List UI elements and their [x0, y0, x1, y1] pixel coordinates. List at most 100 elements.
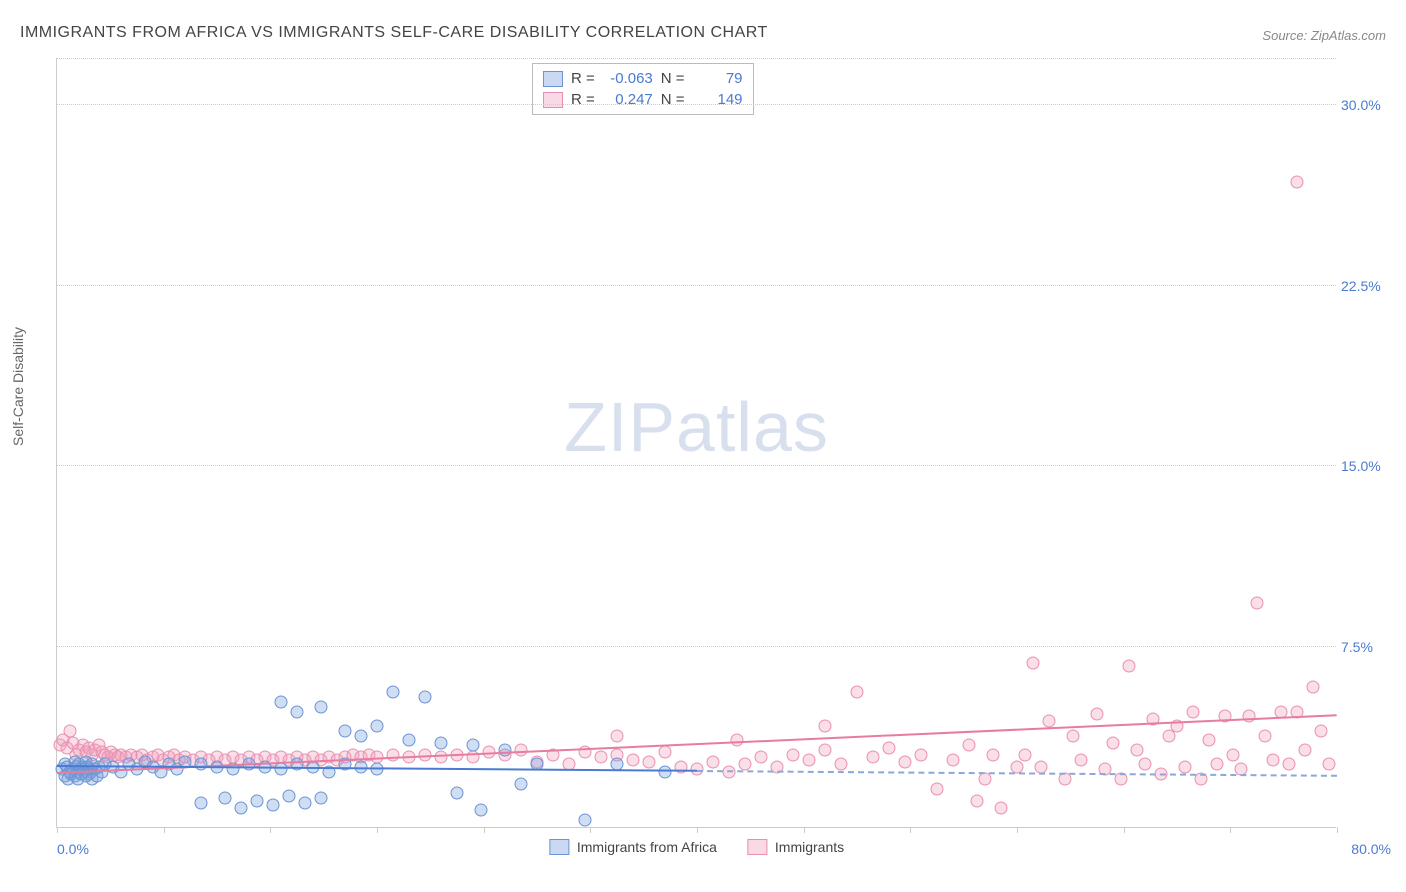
scatter-point [283, 789, 296, 802]
x-tick [270, 827, 271, 833]
gridline [57, 58, 1336, 59]
y-axis-label: Self-Care Disability [10, 327, 26, 446]
stats-row-series1: R = -0.063 N = 79 [543, 68, 743, 89]
scatter-point [1307, 681, 1320, 694]
x-tick [57, 827, 58, 833]
scatter-point [1315, 724, 1328, 737]
source-label: Source: [1262, 28, 1307, 43]
scatter-point [1027, 657, 1040, 670]
scatter-point [979, 772, 992, 785]
scatter-point [1251, 597, 1264, 610]
scatter-point [403, 734, 416, 747]
legend-label: Immigrants from Africa [577, 839, 717, 855]
scatter-point [931, 782, 944, 795]
scatter-point [899, 756, 912, 769]
scatter-point [1259, 729, 1272, 742]
scatter-point [995, 801, 1008, 814]
stat-r-value: 0.247 [603, 91, 653, 108]
scatter-point [291, 758, 304, 771]
scatter-point [1291, 176, 1304, 189]
x-axis-max-label: 80.0% [1351, 841, 1391, 857]
x-axis-min-label: 0.0% [57, 841, 89, 857]
scatter-point [1299, 744, 1312, 757]
gridline [57, 104, 1336, 105]
scatter-point [435, 751, 448, 764]
scatter-point [275, 763, 288, 776]
stat-n-value: 149 [693, 91, 743, 108]
x-tick [804, 827, 805, 833]
legend-item-series2: Immigrants [747, 839, 844, 855]
scatter-point [1019, 748, 1032, 761]
scatter-point [963, 739, 976, 752]
stat-n-label: N = [661, 70, 685, 87]
x-tick [910, 827, 911, 833]
gridline [57, 646, 1336, 647]
scatter-point [1243, 710, 1256, 723]
swatch-pink-icon [747, 839, 767, 855]
scatter-point [1179, 760, 1192, 773]
source-name: ZipAtlas.com [1311, 28, 1386, 43]
scatter-point [275, 695, 288, 708]
scatter-point [419, 691, 432, 704]
scatter-point [451, 787, 464, 800]
y-tick-label: 30.0% [1341, 97, 1396, 113]
gridline [57, 465, 1336, 466]
gridline [57, 285, 1336, 286]
scatter-point [835, 758, 848, 771]
scatter-point [1283, 758, 1296, 771]
scatter-point [611, 729, 624, 742]
x-tick [1337, 827, 1338, 833]
scatter-point [579, 813, 592, 826]
scatter-point [867, 751, 880, 764]
scatter-point [947, 753, 960, 766]
x-tick [1124, 827, 1125, 833]
scatter-point [971, 794, 984, 807]
swatch-blue-icon [549, 839, 569, 855]
bottom-legend: Immigrants from Africa Immigrants [549, 839, 844, 855]
stat-n-label: N = [661, 91, 685, 108]
scatter-point [299, 796, 312, 809]
scatter-point [339, 724, 352, 737]
scatter-point [1187, 705, 1200, 718]
scatter-point [355, 729, 368, 742]
scatter-point [883, 741, 896, 754]
scatter-point [1139, 758, 1152, 771]
stat-r-label: R = [571, 70, 595, 87]
scatter-point [819, 719, 832, 732]
scatter-point [659, 765, 672, 778]
scatter-point [1075, 753, 1088, 766]
stat-r-value: -0.063 [603, 70, 653, 87]
x-tick [1017, 827, 1018, 833]
legend-label: Immigrants [775, 839, 844, 855]
scatter-point [627, 753, 640, 766]
scatter-point [435, 736, 448, 749]
watermark-light: atlas [676, 388, 829, 466]
scatter-point [755, 751, 768, 764]
scatter-point [1131, 744, 1144, 757]
scatter-point [467, 739, 480, 752]
x-tick [377, 827, 378, 833]
stat-r-label: R = [571, 91, 595, 108]
legend-item-series1: Immigrants from Africa [549, 839, 717, 855]
scatter-point [251, 794, 264, 807]
x-tick [484, 827, 485, 833]
scatter-point [1067, 729, 1080, 742]
x-tick [697, 827, 698, 833]
scatter-point [595, 751, 608, 764]
scatter-point [63, 724, 76, 737]
scatter-point [659, 746, 672, 759]
scatter-point [475, 804, 488, 817]
scatter-point [1035, 760, 1048, 773]
stats-legend-box: R = -0.063 N = 79 R = 0.247 N = 149 [532, 63, 754, 115]
stat-n-value: 79 [693, 70, 743, 87]
scatter-point [987, 748, 1000, 761]
scatter-point [739, 758, 752, 771]
scatter-point [315, 792, 328, 805]
scatter-point [291, 705, 304, 718]
x-tick [1230, 827, 1231, 833]
scatter-point [1043, 715, 1056, 728]
scatter-point [219, 792, 232, 805]
scatter-point [803, 753, 816, 766]
x-tick [164, 827, 165, 833]
scatter-point [1123, 659, 1136, 672]
